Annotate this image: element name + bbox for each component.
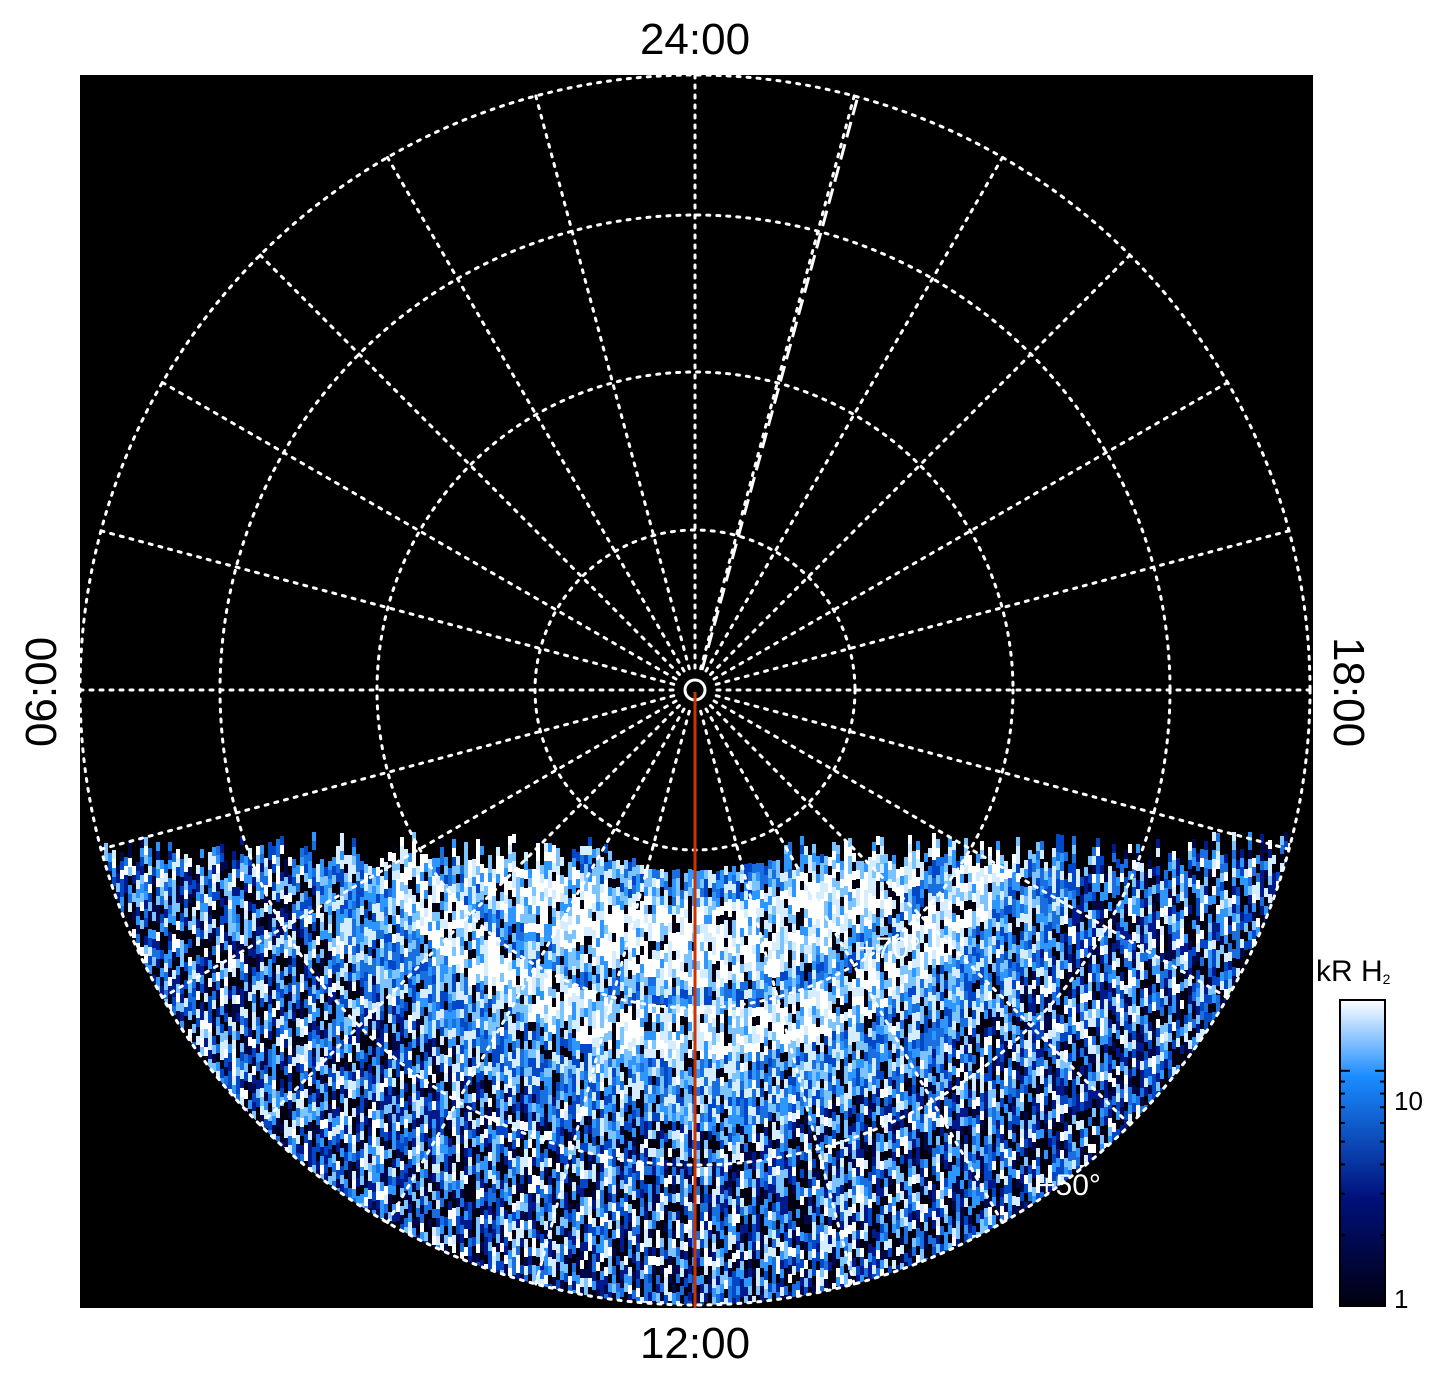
meridian-line [534, 709, 691, 1286]
meridian-line [712, 699, 1230, 999]
meridian-line [699, 94, 856, 671]
meridian-line [258, 704, 681, 1127]
meridian-line [699, 709, 856, 1286]
meridian-line [704, 707, 1004, 1225]
meridian-line [709, 253, 1132, 676]
meridian-line [534, 94, 691, 671]
meridian-line [714, 529, 1291, 686]
colorbar-tick-1: 1 [1394, 1284, 1408, 1314]
meridian-line [99, 694, 676, 851]
colorbar [1339, 999, 1386, 1307]
meridian-line [709, 704, 1132, 1127]
colorbar-ticks [1340, 999, 1385, 1307]
meridian-line [160, 381, 678, 681]
heatmap-cells [104, 832, 1296, 1305]
dashed-meridian-line [700, 95, 860, 671]
meridian-line [704, 155, 1004, 673]
emission-heatmap [104, 832, 1296, 1305]
colorbar-title-sub: 2 [1382, 971, 1391, 987]
local-time-label-top: 24:00 [639, 15, 751, 64]
meridian-line [712, 381, 1230, 681]
meridian-line [386, 707, 686, 1225]
colorbar-title-main: kR H [1316, 955, 1383, 988]
meridian-line [99, 529, 676, 686]
meridian-line [386, 155, 686, 673]
lat-label-50: +50° [1038, 1169, 1101, 1202]
local-time-label-bottom: 12:00 [639, 1319, 751, 1368]
meridian-line [258, 253, 681, 676]
local-time-label-right: 18:00 [1324, 636, 1373, 748]
colorbar-tick-10: 10 [1394, 1086, 1423, 1116]
meridian-line [160, 699, 678, 999]
lat-label-70: +70° [858, 932, 921, 965]
meridian-line [714, 694, 1291, 851]
colorbar-title: kR H2 [1316, 955, 1390, 989]
local-time-label-left: 06:00 [17, 636, 66, 748]
